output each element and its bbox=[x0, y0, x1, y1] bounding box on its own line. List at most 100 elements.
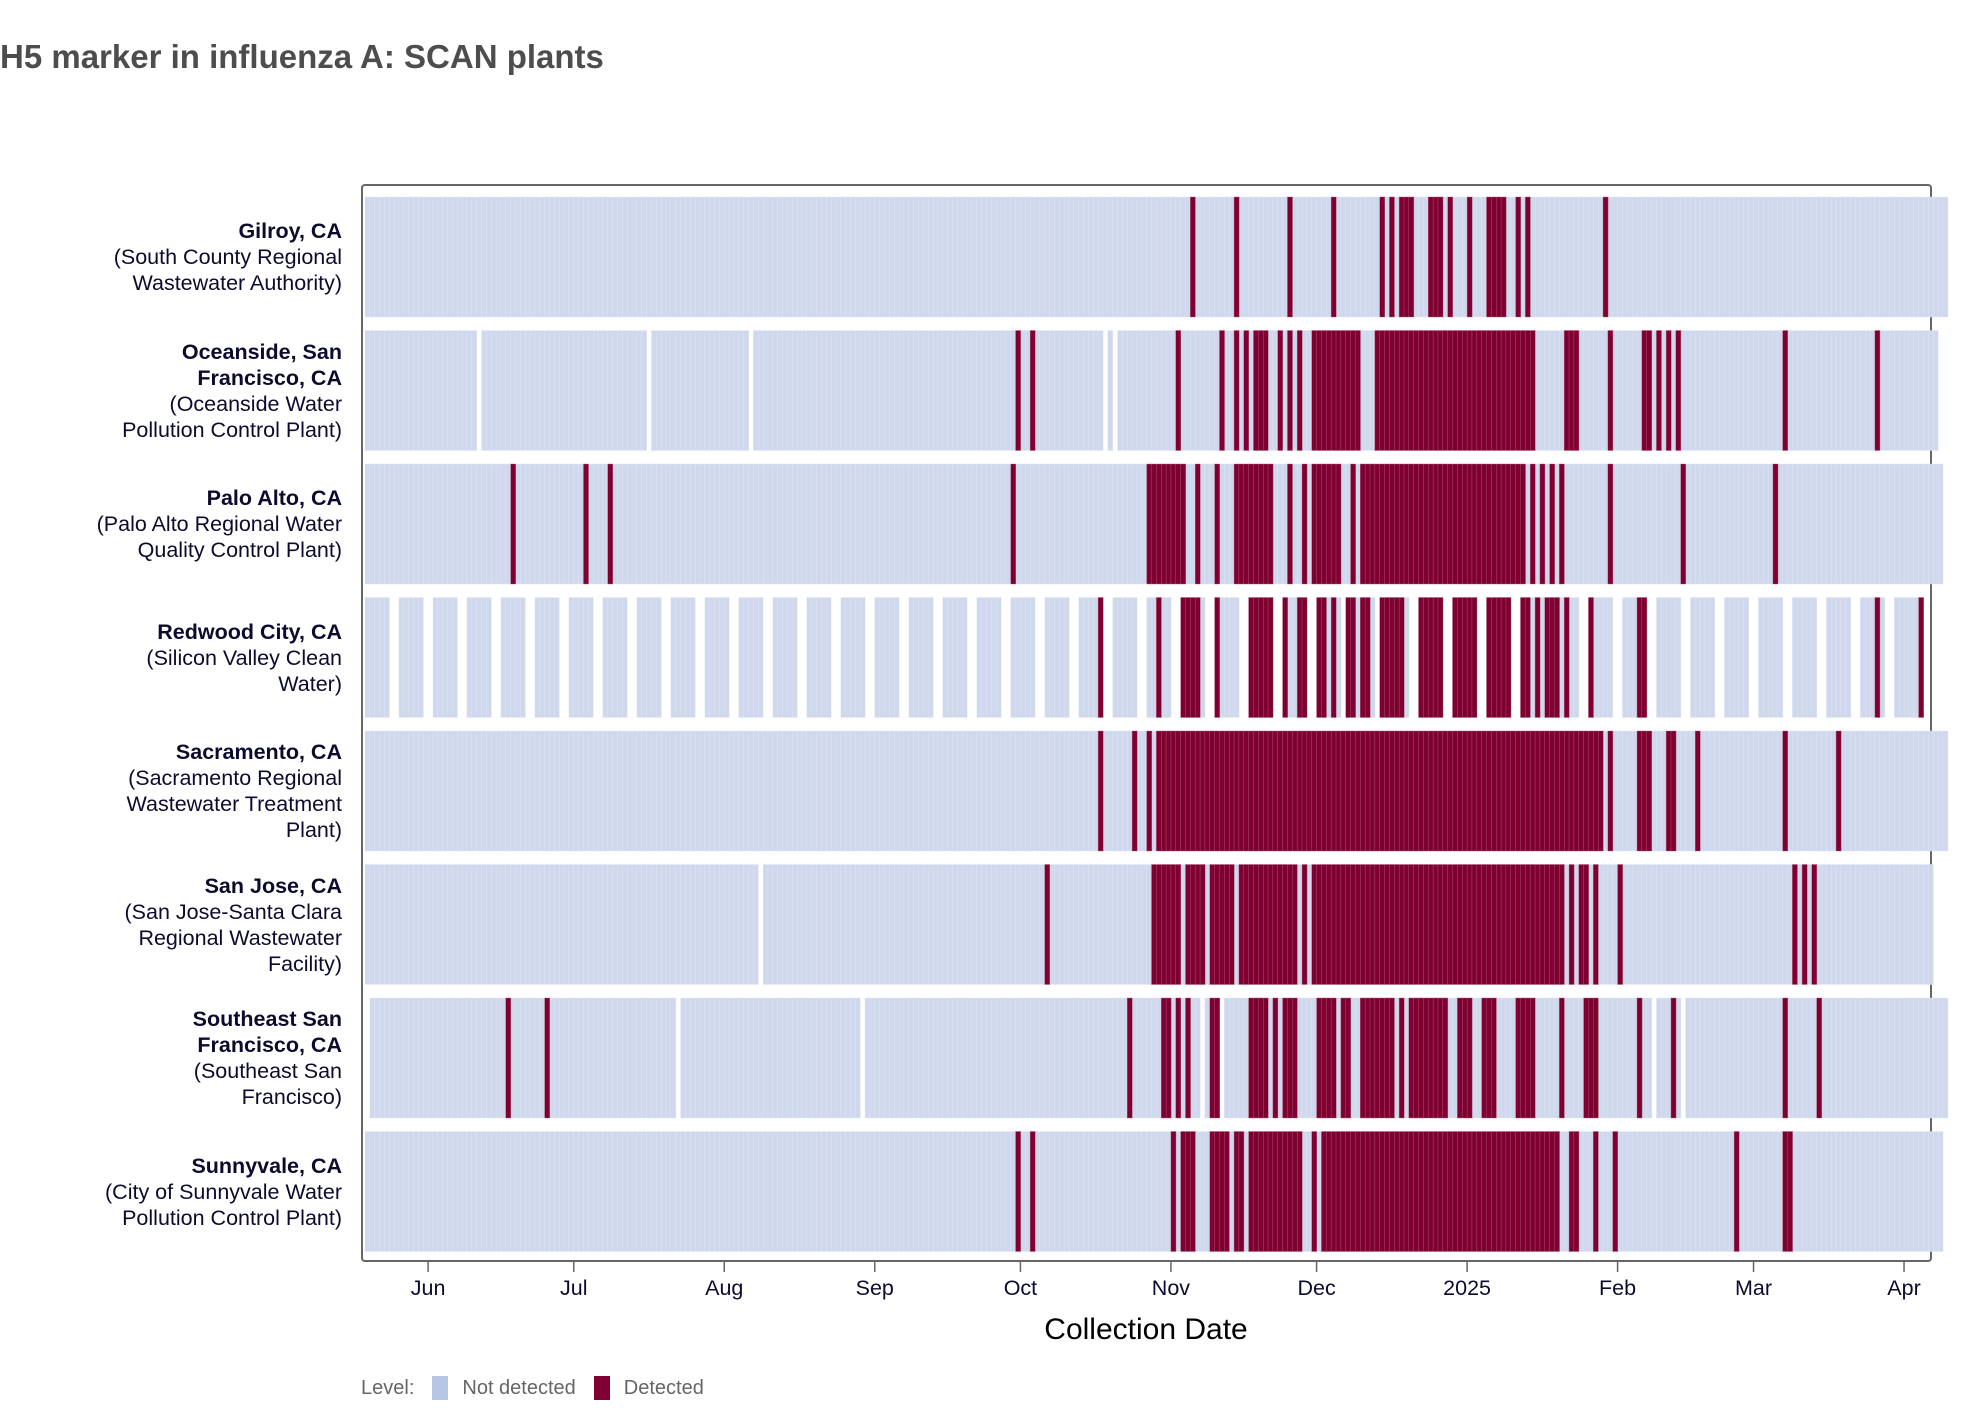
tile-not-detected bbox=[1806, 196, 1813, 318]
tile-not-detected bbox=[1792, 330, 1798, 451]
tile-detected bbox=[1782, 330, 1788, 451]
tile-not-detected bbox=[733, 997, 740, 1119]
tile-detected bbox=[1321, 330, 1327, 451]
tile-not-detected bbox=[743, 730, 749, 852]
tile-detected bbox=[1491, 1131, 1497, 1252]
tile-not-detected bbox=[1292, 196, 1298, 318]
tile-not-detected bbox=[792, 864, 798, 985]
tile-not-detected bbox=[1287, 597, 1293, 718]
tile-not-detected bbox=[860, 864, 866, 985]
tile-not-detected bbox=[845, 730, 851, 852]
tile-detected bbox=[1442, 463, 1449, 585]
tile-detected bbox=[1287, 1131, 1293, 1252]
tile-not-detected bbox=[772, 730, 779, 852]
tile-not-detected bbox=[961, 597, 968, 718]
tile-not-detected bbox=[486, 1131, 492, 1252]
tile-not-detected bbox=[1462, 196, 1468, 318]
tile-not-detected bbox=[1627, 997, 1633, 1119]
tile-not-detected bbox=[437, 330, 444, 451]
tile-not-detected bbox=[423, 463, 429, 585]
tile-not-detected bbox=[1777, 997, 1784, 1119]
tile-not-detected bbox=[1617, 997, 1623, 1119]
tile-not-detected bbox=[1850, 196, 1856, 318]
tile-not-detected bbox=[1029, 597, 1036, 718]
tile-detected bbox=[1607, 330, 1614, 451]
tile-detected bbox=[1408, 196, 1415, 318]
tile-detected bbox=[1219, 330, 1225, 451]
tile-not-detected bbox=[1010, 730, 1016, 852]
tile-not-detected bbox=[408, 997, 414, 1119]
y-label-city: Southeast San bbox=[192, 1007, 342, 1031]
tile-detected bbox=[1364, 730, 1371, 852]
tile-not-detected bbox=[1675, 1131, 1682, 1252]
tile-not-detected bbox=[1753, 463, 1759, 585]
tile-not-detected bbox=[1020, 330, 1026, 451]
tile-not-detected bbox=[1161, 597, 1167, 718]
tile-not-detected bbox=[1743, 730, 1750, 852]
tile-not-detected bbox=[840, 730, 847, 852]
tile-not-detected bbox=[1083, 463, 1089, 585]
tile-not-detected bbox=[563, 864, 570, 985]
tile-detected bbox=[1330, 864, 1337, 985]
tile-not-detected bbox=[554, 330, 560, 451]
tile-detected bbox=[1554, 864, 1560, 985]
tile-not-detected bbox=[1136, 864, 1143, 985]
tile-not-detected bbox=[1063, 864, 1070, 985]
tile-detected bbox=[1505, 1131, 1512, 1252]
tile-not-detected bbox=[860, 330, 866, 451]
tile-not-detected bbox=[913, 597, 919, 718]
tile-not-detected bbox=[389, 196, 395, 318]
tile-not-detected bbox=[1301, 330, 1308, 451]
tile-not-detected bbox=[690, 730, 696, 852]
tile-not-detected bbox=[1107, 1131, 1114, 1252]
tile-not-detected bbox=[1918, 730, 1924, 852]
tile-not-detected bbox=[636, 463, 643, 585]
tile-not-detected bbox=[1156, 330, 1162, 451]
tile-not-detected bbox=[617, 330, 623, 451]
tile-detected bbox=[1253, 330, 1259, 451]
tile-not-detected bbox=[1869, 997, 1876, 1119]
tile-detected bbox=[1500, 463, 1507, 585]
tile-not-detected bbox=[966, 730, 973, 852]
tile-not-detected bbox=[1738, 864, 1745, 985]
tile-not-detected bbox=[1753, 730, 1759, 852]
tile-not-detected bbox=[1146, 330, 1152, 451]
tile-detected bbox=[1379, 1131, 1385, 1252]
tile-not-detected bbox=[806, 730, 813, 852]
tile-not-detected bbox=[500, 330, 507, 451]
tile-not-detected bbox=[680, 196, 686, 318]
tile-not-detected bbox=[981, 997, 987, 1119]
tile-not-detected bbox=[787, 463, 793, 585]
tile-detected bbox=[1782, 730, 1788, 852]
tile-not-detected bbox=[1500, 997, 1507, 1119]
tile-not-detected bbox=[481, 597, 487, 718]
tile-not-detected bbox=[452, 997, 458, 1119]
tile-not-detected bbox=[379, 864, 385, 985]
tile-not-detected bbox=[1787, 196, 1793, 318]
tile-not-detected bbox=[437, 730, 444, 852]
tile-detected bbox=[1481, 330, 1487, 451]
tile-detected bbox=[1369, 730, 1376, 852]
tile-detected bbox=[1563, 730, 1570, 852]
tile-not-detected bbox=[622, 330, 628, 451]
tile-not-detected bbox=[1117, 196, 1123, 318]
tile-not-detected bbox=[1714, 330, 1720, 451]
tile-not-detected bbox=[893, 730, 900, 852]
tile-not-detected bbox=[515, 864, 521, 985]
tile-detected bbox=[1296, 330, 1303, 451]
tile-not-detected bbox=[534, 463, 541, 585]
tile-not-detected bbox=[1369, 330, 1376, 451]
tile-not-detected bbox=[1631, 730, 1638, 852]
tile-detected bbox=[1374, 864, 1381, 985]
tile-detected bbox=[1272, 864, 1279, 985]
tile-not-detected bbox=[1797, 196, 1803, 318]
tile-detected bbox=[1695, 730, 1701, 852]
tile-not-detected bbox=[1709, 330, 1716, 451]
tile-not-detected bbox=[554, 196, 560, 318]
tile-not-detected bbox=[1559, 597, 1565, 718]
tile-not-detected bbox=[957, 864, 963, 985]
tile-not-detected bbox=[665, 997, 672, 1119]
tile-not-detected bbox=[1413, 196, 1419, 318]
tile-not-detected bbox=[782, 330, 788, 451]
